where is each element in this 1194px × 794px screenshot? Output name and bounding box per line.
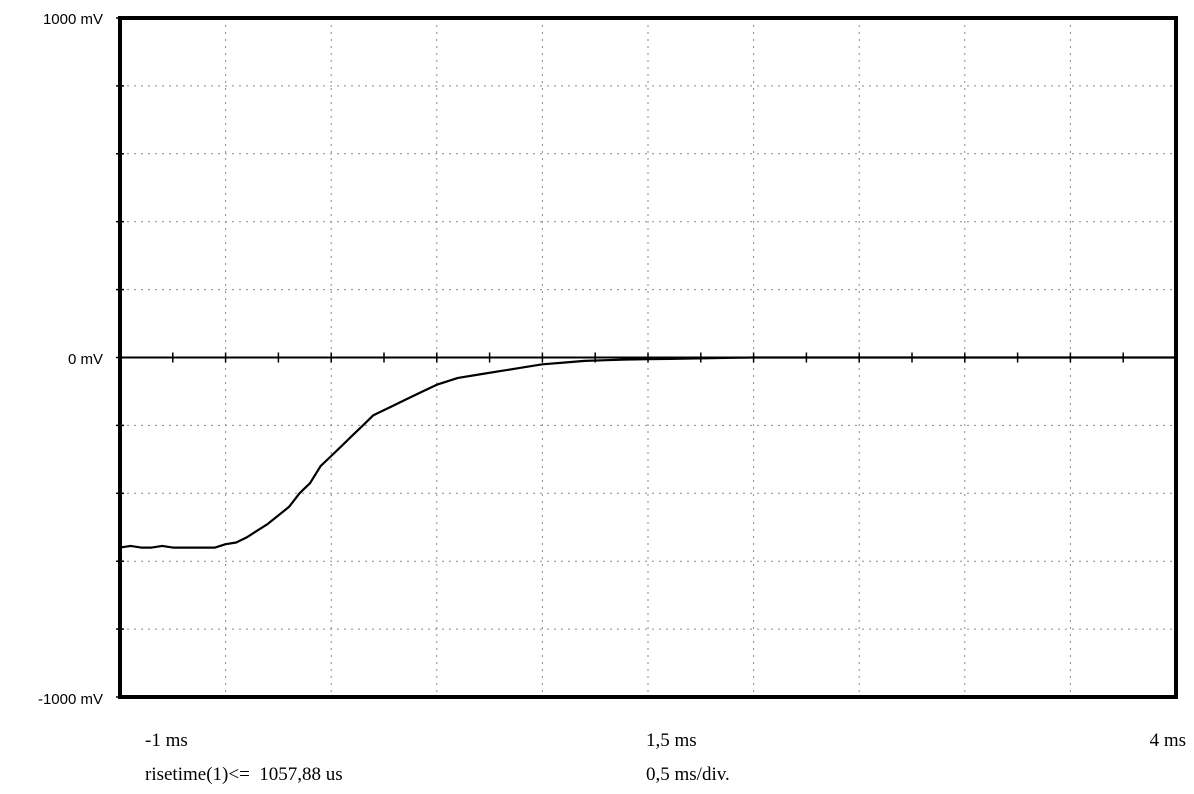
y-tick-label-zero: 0 mV: [68, 351, 103, 368]
y-tick-label-bottom: -1000 mV: [38, 691, 103, 708]
x-tick-label-mid: 1,5 ms: [646, 730, 697, 751]
plot-frame: [118, 16, 1178, 699]
x-tick-label-left: -1 ms: [145, 730, 188, 751]
signal-trace: [119, 356, 1176, 549]
y-tick-label-top: 1000 mV: [43, 11, 103, 28]
x-tick-label-right: 4 ms: [1150, 730, 1186, 751]
risetime-measurement: risetime(1)<= 1057,88 us: [145, 764, 343, 785]
timebase-readout: 0,5 ms/div.: [646, 764, 730, 785]
